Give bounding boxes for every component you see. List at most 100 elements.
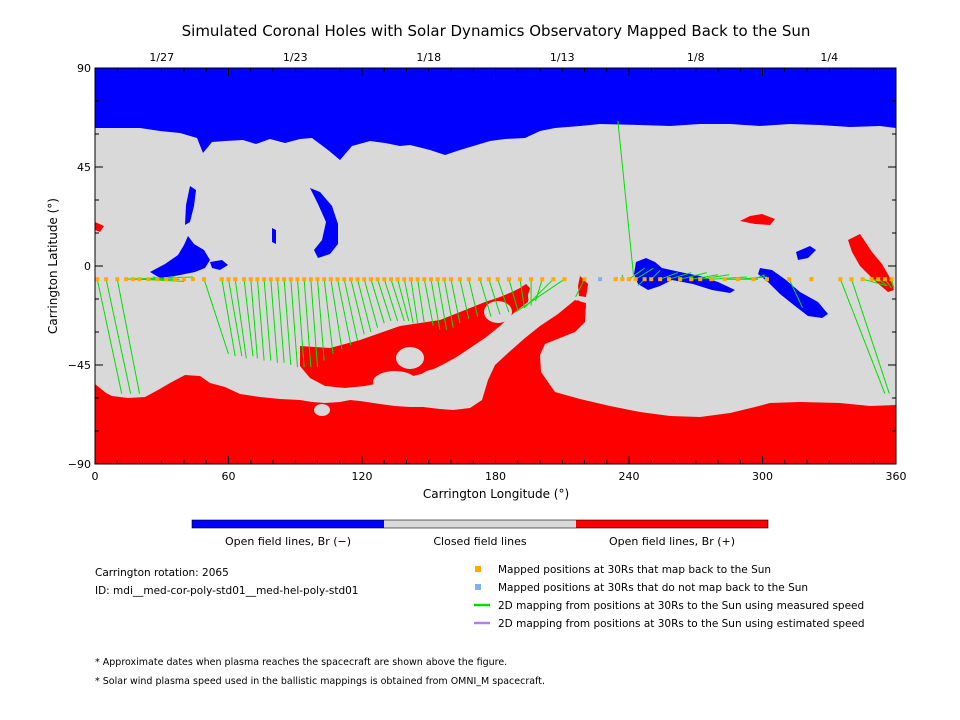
mapped-point <box>355 277 360 282</box>
unmapped-point <box>598 277 603 282</box>
color-bar-label: Closed field lines <box>433 535 527 548</box>
mapping-line <box>417 279 425 324</box>
run-id: ID: mdi__med-cor-poly-std01__med-hel-pol… <box>95 585 358 597</box>
mapped-point <box>449 277 453 282</box>
mapping-line <box>575 278 585 298</box>
mapped-point <box>308 277 313 282</box>
mapped-point <box>295 277 300 282</box>
mapped-point <box>219 277 224 282</box>
negative-coronal-hole <box>634 258 735 293</box>
mapping-line <box>430 279 441 330</box>
mapped-point <box>506 277 511 282</box>
negative-coronal-hole <box>185 186 196 225</box>
legend-marker <box>475 584 481 590</box>
mapped-point <box>164 277 169 282</box>
color-bar-label: Open field lines, Br (−) <box>225 535 351 548</box>
mapped-point <box>422 277 427 282</box>
x-tick-label: 180 <box>485 470 506 483</box>
plot-area <box>95 68 896 464</box>
mapping-line <box>283 279 292 366</box>
mapped-point <box>787 277 792 282</box>
mapped-point <box>889 277 894 282</box>
mapped-point <box>288 277 293 282</box>
mapped-point <box>678 277 683 282</box>
x-tick-label: 300 <box>752 470 773 483</box>
carrington-rotation: Carrington rotation: 2065 <box>95 567 229 579</box>
mapped-point <box>202 277 207 282</box>
mapping-line <box>383 279 399 322</box>
x-tick-label: 0 <box>92 470 99 483</box>
mapped-point <box>620 277 625 282</box>
mapping-line <box>628 267 645 280</box>
mapped-point <box>860 277 865 282</box>
color-bar-segment <box>384 520 576 528</box>
y-tick-label: 90 <box>77 62 91 75</box>
south-polar-coronal-hole <box>95 300 896 464</box>
mapped-point <box>722 277 727 282</box>
negative-coronal-hole <box>150 236 210 278</box>
mapping-line <box>691 274 719 280</box>
mapping-lines <box>96 120 895 394</box>
mapping-line <box>303 279 312 368</box>
mapped-point <box>517 277 522 282</box>
north-polar-coronal-hole <box>95 68 896 160</box>
mapping-line <box>680 272 707 280</box>
mapping-line <box>263 279 272 361</box>
mapping-line <box>450 279 461 324</box>
mapped-point <box>130 277 135 282</box>
mapped-point <box>457 277 462 282</box>
mapped-point <box>529 277 534 282</box>
mapped-point <box>275 277 280 282</box>
closed-island <box>396 347 424 369</box>
negative-coronal-hole <box>758 268 828 318</box>
mapped-point <box>173 277 178 282</box>
mapping-line <box>519 279 525 308</box>
mapping-line <box>296 279 305 368</box>
mapping-line <box>343 279 359 341</box>
color-bar-frame <box>191 519 769 529</box>
mapped-point <box>764 277 769 282</box>
date-tick-label: 1/18 <box>416 51 441 64</box>
mapped-point <box>882 277 887 282</box>
note-dates: * Approximate dates when plasma reaches … <box>95 657 507 668</box>
mapped-point <box>466 277 471 282</box>
mapped-point <box>876 277 881 282</box>
negative-coronal-hole <box>272 228 276 244</box>
mapped-point <box>667 277 672 282</box>
mapped-point <box>328 277 333 282</box>
mapping-line <box>323 279 334 355</box>
mapped-point <box>633 277 638 282</box>
closed-island <box>528 282 568 310</box>
mapped-point <box>442 277 447 282</box>
mapped-points <box>95 277 894 282</box>
mapped-point <box>146 277 151 282</box>
mapping-line <box>221 279 236 357</box>
y-axis-label: Carrington Latitude (°) <box>46 198 60 334</box>
mapped-point <box>104 277 109 282</box>
y-tick-label: 0 <box>84 260 91 273</box>
mapping-line <box>459 279 470 319</box>
mapping-line <box>508 279 519 311</box>
mapping-line <box>437 279 448 330</box>
legend: Mapped positions at 30Rs that map back t… <box>474 564 865 630</box>
mapped-point <box>486 277 491 282</box>
color-bar-segment <box>192 520 384 528</box>
mapping-line <box>370 279 385 324</box>
mapped-point <box>124 277 129 282</box>
mapping-line <box>839 279 886 394</box>
mapped-point <box>838 277 843 282</box>
mapping-line <box>256 279 265 361</box>
mapped-point <box>348 277 353 282</box>
y-tick-label: −45 <box>68 359 91 372</box>
x-tick-label: 360 <box>886 470 907 483</box>
negative-coronal-hole <box>310 188 338 258</box>
color-bar-label: Open field lines, Br (+) <box>609 535 735 548</box>
negative-coronal-hole <box>210 260 228 270</box>
mapping-line <box>423 279 434 326</box>
mapping-line <box>350 279 365 335</box>
mapping-line <box>851 279 890 394</box>
mapped-point <box>375 277 380 282</box>
mapping-line <box>363 279 379 328</box>
mapping-line <box>357 279 372 333</box>
mapping-line <box>788 278 804 309</box>
